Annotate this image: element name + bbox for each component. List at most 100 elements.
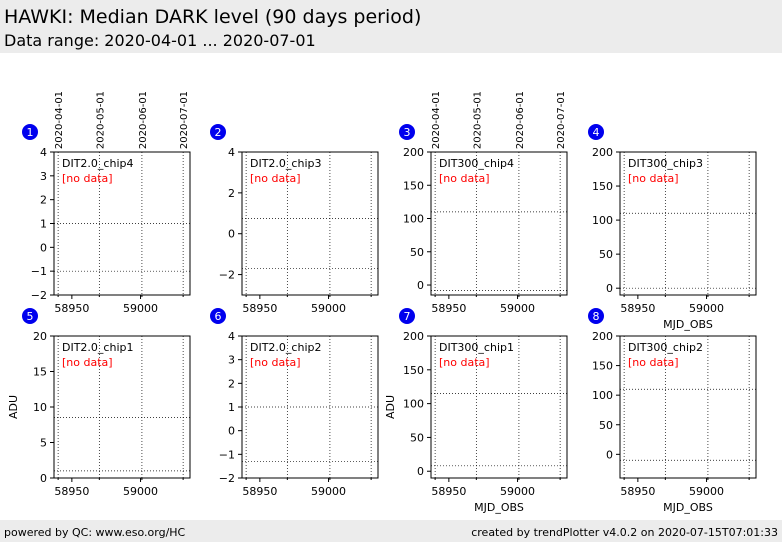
date-tick-label: 2020-07-01 — [179, 91, 190, 149]
y-tick-label: 2 — [228, 377, 235, 390]
panel-number: 3 — [404, 126, 411, 139]
no-data-note: [no data] — [62, 172, 113, 185]
footer-bar: powered by QC: www.eso.org/HC created by… — [0, 520, 782, 542]
panel-8: 0 50 100 150 200 58950 59000 8 DIT300_chip2 [no d… — [588, 308, 757, 514]
y-tick-label: −2 — [219, 472, 235, 485]
y-axis-label: ADU — [384, 395, 397, 419]
panel-6: −2 −1 0 1 2 3 4 58950 59000 6 DIT2.0_chip2 [no data… — [210, 308, 379, 498]
panel-number-marker — [210, 308, 226, 324]
x-tick-label: 58950 — [54, 302, 89, 315]
plot-frame — [241, 151, 379, 296]
y-tick-label: 0 — [40, 472, 47, 485]
y-tick-label: 0 — [417, 279, 424, 292]
y-tick-label: 150 — [403, 364, 424, 377]
y-tick-label: 4 — [40, 146, 47, 159]
panel-7: 0 50 100 150 200 58950 59000 7 DIT300_chip1 [no d… — [384, 308, 568, 514]
panel-number-marker — [210, 124, 226, 140]
series-label: DIT2.0_chip3 — [250, 157, 321, 170]
y-tick-label: 50 — [410, 246, 424, 259]
y-tick-label: 3 — [40, 170, 47, 183]
series-label: DIT300_chip1 — [439, 341, 514, 354]
no-data-note: [no data] — [250, 356, 301, 369]
y-tick-label: 200 — [403, 146, 424, 159]
y-tick-label: 100 — [403, 213, 424, 226]
date-tick-label: 2020-05-01 — [472, 91, 483, 149]
panel-4: 0 50 100 150 200 58950 59000 4 DIT300_chip3 [no d… — [588, 124, 757, 331]
x-axis-label: MJD_OBS — [474, 501, 524, 514]
panel-number-marker — [588, 308, 604, 324]
series-label: DIT300_chip3 — [628, 157, 703, 170]
series-label: DIT2.0_chip4 — [62, 157, 133, 170]
x-tick-label: 58950 — [431, 485, 466, 498]
panel-number: 1 — [27, 126, 34, 139]
y-tick-label: 5 — [40, 437, 47, 450]
no-data-note: [no data] — [250, 172, 301, 185]
no-data-note: [no data] — [62, 356, 113, 369]
date-tick-label: 2020-07-01 — [556, 91, 567, 149]
panel-number: 7 — [404, 310, 411, 323]
date-tick-label: 2020-04-01 — [431, 91, 442, 149]
panel-number: 8 — [593, 310, 600, 323]
y-tick-label: 150 — [592, 360, 613, 373]
y-tick-label: 2 — [40, 194, 47, 207]
plot-frame — [430, 151, 568, 296]
x-tick-label: 59000 — [123, 302, 158, 315]
no-data-note: [no data] — [439, 356, 490, 369]
date-tick-label: 2020-06-01 — [515, 91, 526, 149]
y-tick-label: 10 — [33, 401, 47, 414]
y-tick-label: 2 — [228, 187, 235, 200]
y-tick-label: 50 — [599, 248, 613, 261]
plot-frame — [619, 335, 757, 479]
series-label: DIT300_chip4 — [439, 157, 514, 170]
x-tick-label: 58950 — [431, 302, 466, 315]
x-axis-label: MJD_OBS — [663, 501, 713, 514]
panel-number-marker — [22, 308, 38, 324]
panel-3: 0 50 100 150 200 58950 59000 2020-04-01 2020-05-… — [399, 91, 568, 315]
panel-number-marker — [588, 124, 604, 140]
y-tick-label: 100 — [592, 214, 613, 227]
x-tick-label: 58950 — [54, 485, 89, 498]
date-tick-label: 2020-04-01 — [54, 91, 65, 149]
x-axis-label: MJD_OBS — [663, 318, 713, 331]
y-tick-label: 0 — [228, 228, 235, 241]
series-label: DIT2.0_chip2 — [250, 341, 321, 354]
y-tick-label: 1 — [40, 218, 47, 231]
y-tick-label: 0 — [606, 448, 613, 461]
panel-number-marker — [399, 308, 415, 324]
y-tick-label: 50 — [410, 431, 424, 444]
no-data-note: [no data] — [439, 172, 490, 185]
y-tick-label: 150 — [592, 180, 613, 193]
x-tick-label: 58950 — [620, 485, 655, 498]
x-tick-label: 59000 — [689, 302, 724, 315]
series-label: DIT300_chip2 — [628, 341, 703, 354]
page-title: HAWKI: Median DARK level (90 days period… — [4, 6, 422, 28]
panel-5: 0 5 10 15 20 58950 59000 5 DIT2.0_chip1 [no data]… — [7, 308, 191, 498]
panel-number: 6 — [215, 310, 222, 323]
date-tick-label: 2020-06-01 — [138, 91, 149, 149]
x-tick-label: 59000 — [311, 485, 346, 498]
y-tick-label: 1 — [228, 401, 235, 414]
no-data-note: [no data] — [628, 356, 679, 369]
x-tick-label: 59000 — [500, 302, 535, 315]
y-tick-label: −2 — [219, 269, 235, 282]
plot-frame — [430, 335, 568, 479]
y-tick-label: 0 — [417, 465, 424, 478]
x-tick-label: 59000 — [311, 302, 346, 315]
panel-1: −2 −1 0 1 2 3 4 58950 59000 2020-04-01 2020-05-01 2… — [22, 91, 191, 315]
y-tick-label: −1 — [219, 448, 235, 461]
y-tick-label: 0 — [606, 282, 613, 295]
panel-number: 2 — [215, 126, 222, 139]
y-tick-label: 200 — [403, 330, 424, 343]
y-tick-label: 0 — [40, 241, 47, 254]
panel-number-marker — [399, 124, 415, 140]
y-tick-label: 3 — [228, 354, 235, 367]
y-tick-label: 0 — [228, 425, 235, 438]
panel-number: 4 — [593, 126, 600, 139]
x-tick-label: 58950 — [620, 302, 655, 315]
x-tick-label: 59000 — [689, 485, 724, 498]
footer-credit: powered by QC: www.eso.org/HC — [4, 526, 186, 539]
x-tick-label: 58950 — [242, 485, 277, 498]
series-label: DIT2.0_chip1 — [62, 341, 133, 354]
